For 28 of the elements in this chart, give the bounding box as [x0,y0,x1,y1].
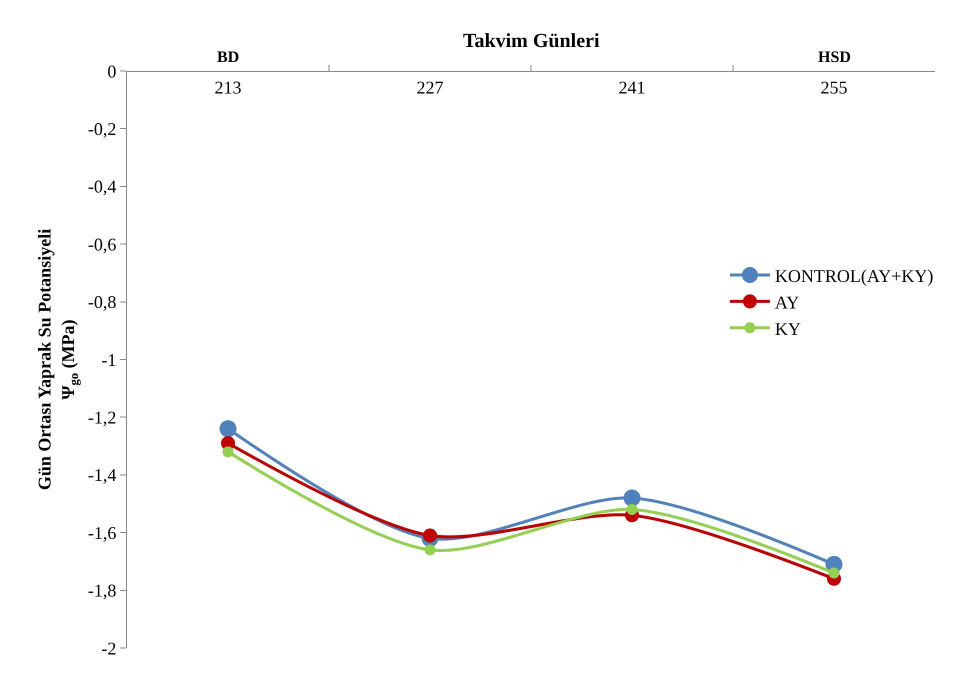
point [626,504,638,516]
x-tick-label: 227 [416,78,444,98]
point [222,446,234,458]
y-tick-label: -1,2 [88,408,116,428]
y-tick-label: -1 [101,350,116,370]
y-tick-label: -1,6 [88,522,116,543]
text: HSD [818,49,851,66]
y-tick-label: -0,4 [88,176,116,197]
y-tick-label: -0,6 [88,234,116,254]
text: BD [217,49,240,66]
point [624,489,640,506]
point [828,567,840,578]
y-tick-label: -0,2 [88,119,116,139]
point [423,528,437,542]
y-tick-label: -0,8 [88,292,116,312]
point [220,420,236,438]
y-tick-label: 0 [107,61,116,82]
y-tick-label: -2 [101,638,116,658]
point [424,544,436,556]
legend-label: AY [774,292,800,312]
x-tick-label: 241 [618,78,646,98]
y-tick-label: -1,4 [88,465,116,486]
x-tick-label: 213 [214,78,242,98]
x-axis-title: Takvim Günleri [463,30,600,52]
x-tick-label: 255 [820,78,848,98]
y-tick-label: -1,8 [88,580,116,601]
legend-label: KONTROL(AY+KY) [774,266,934,286]
legend-label: KY [774,318,801,339]
